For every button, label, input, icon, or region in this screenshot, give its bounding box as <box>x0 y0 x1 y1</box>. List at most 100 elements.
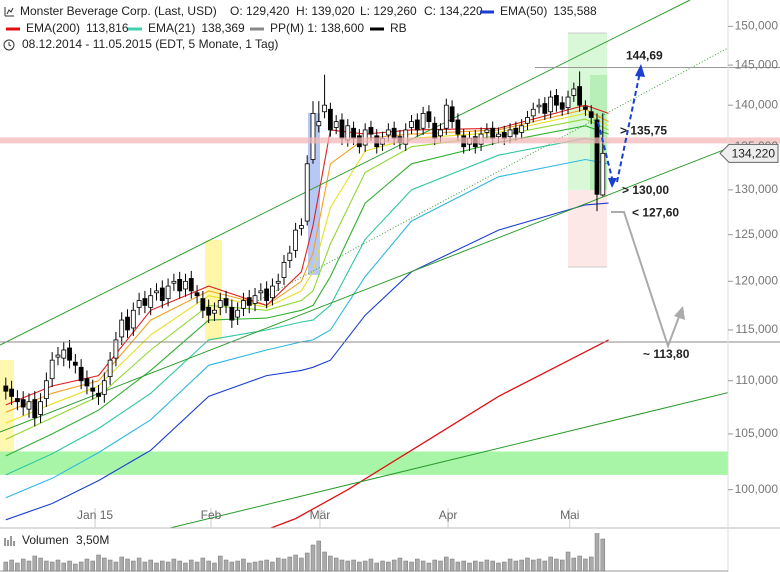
legend-value: 135,588 <box>553 4 597 18</box>
volume-bar <box>160 560 165 572</box>
volume-bar <box>577 555 582 572</box>
volume-bar <box>554 558 559 572</box>
volume-bar <box>600 538 606 572</box>
indicator-line <box>5 108 609 413</box>
volume-bar <box>391 559 397 572</box>
volume-bar <box>368 558 374 572</box>
last-price-tag <box>719 143 779 163</box>
candle-body <box>548 96 554 113</box>
candle-body <box>322 104 327 113</box>
volume-bar <box>67 560 72 572</box>
volume-bar <box>362 560 368 572</box>
trend-channel <box>0 0 691 346</box>
subtitle: 08.12.2014 - 11.05.2015 (EDT, 5 Monate, … <box>22 37 278 51</box>
candle-body <box>577 86 583 106</box>
volume-bar <box>397 557 403 572</box>
legend-label: PP(M) 1: 138,600 <box>270 21 364 35</box>
volume-bar <box>571 557 577 572</box>
volume-bar <box>189 559 194 572</box>
candle-body <box>432 122 438 139</box>
indicator-line <box>5 158 609 499</box>
volume-bar <box>229 561 235 572</box>
candle-body <box>32 399 38 419</box>
y-tick-label: 140,000 <box>735 97 779 111</box>
candle-body <box>84 378 90 387</box>
indicator-line <box>5 104 609 406</box>
volume-bar <box>374 562 380 572</box>
volume-bar <box>107 559 113 572</box>
candle-body <box>223 298 229 306</box>
volume-bar <box>61 562 67 572</box>
volume-bar <box>588 556 594 572</box>
volume-bar <box>449 558 455 572</box>
candle-body <box>217 300 223 308</box>
candle-body <box>130 309 136 329</box>
volume-bar <box>235 560 240 572</box>
candle-body <box>559 102 565 110</box>
volume-bar <box>218 555 223 572</box>
last-price-label: 134,220 <box>732 147 776 161</box>
volume-bar <box>542 560 548 572</box>
volume-bar <box>316 540 322 572</box>
volume-bar <box>310 544 316 572</box>
candle-body <box>496 133 501 138</box>
candle-body <box>403 129 409 145</box>
forecast-arrow <box>616 71 641 183</box>
candle-body <box>409 121 414 128</box>
volume-bar <box>3 561 9 572</box>
volume-bar <box>478 561 484 572</box>
candle-body <box>43 380 49 399</box>
volume-bar <box>119 556 124 572</box>
candle-body <box>258 290 264 294</box>
candle-body <box>583 106 588 110</box>
volume-bar <box>113 561 119 572</box>
volume-bar <box>9 559 14 572</box>
forecast-arrow <box>597 121 614 183</box>
candle-body <box>212 309 217 314</box>
volume-bar <box>200 557 206 572</box>
volume-bar <box>484 559 490 572</box>
candle-body <box>438 129 443 137</box>
candle-body <box>449 106 455 123</box>
candle-body <box>275 280 281 284</box>
ohlc-label: H: 139,020 <box>296 4 355 18</box>
volume-scale-label: 3,50M <box>76 533 109 547</box>
volume-title: Volumen <box>22 533 69 547</box>
volume-bar <box>339 559 345 572</box>
candle-body <box>101 380 107 395</box>
candle-body <box>246 297 252 306</box>
candle-body <box>206 306 212 316</box>
risk-zone <box>568 190 607 267</box>
level-label: > 135,75 <box>620 124 667 138</box>
candle-body <box>287 252 293 261</box>
trend-line <box>169 392 728 528</box>
arrow-head <box>674 306 685 320</box>
candle-body <box>96 392 101 397</box>
volume-bar <box>530 559 536 572</box>
volume-bar <box>351 559 356 572</box>
support-band <box>0 451 728 475</box>
level-label: 144,69 <box>626 49 663 63</box>
candle-body <box>594 119 600 195</box>
candle-body <box>600 152 606 196</box>
volume-bar <box>26 560 32 572</box>
volume-bar <box>490 560 495 572</box>
candle-body <box>565 96 571 109</box>
y-tick-label: 145,000 <box>735 57 779 71</box>
x-tick-label: Mär <box>310 508 331 522</box>
volume-bar <box>444 556 449 572</box>
volume-bar <box>525 557 530 572</box>
candle-body <box>78 366 84 382</box>
candle-body <box>536 104 542 108</box>
candle-body <box>264 288 270 301</box>
volume-bar <box>293 554 298 572</box>
candle-body <box>125 316 130 331</box>
candle-body <box>368 127 374 135</box>
volume-bar <box>519 559 524 572</box>
scenario-arrow <box>611 211 681 350</box>
volume-bar <box>38 557 43 572</box>
candle-body <box>142 298 148 306</box>
candle-body <box>490 127 496 139</box>
volume-bar <box>241 558 246 572</box>
